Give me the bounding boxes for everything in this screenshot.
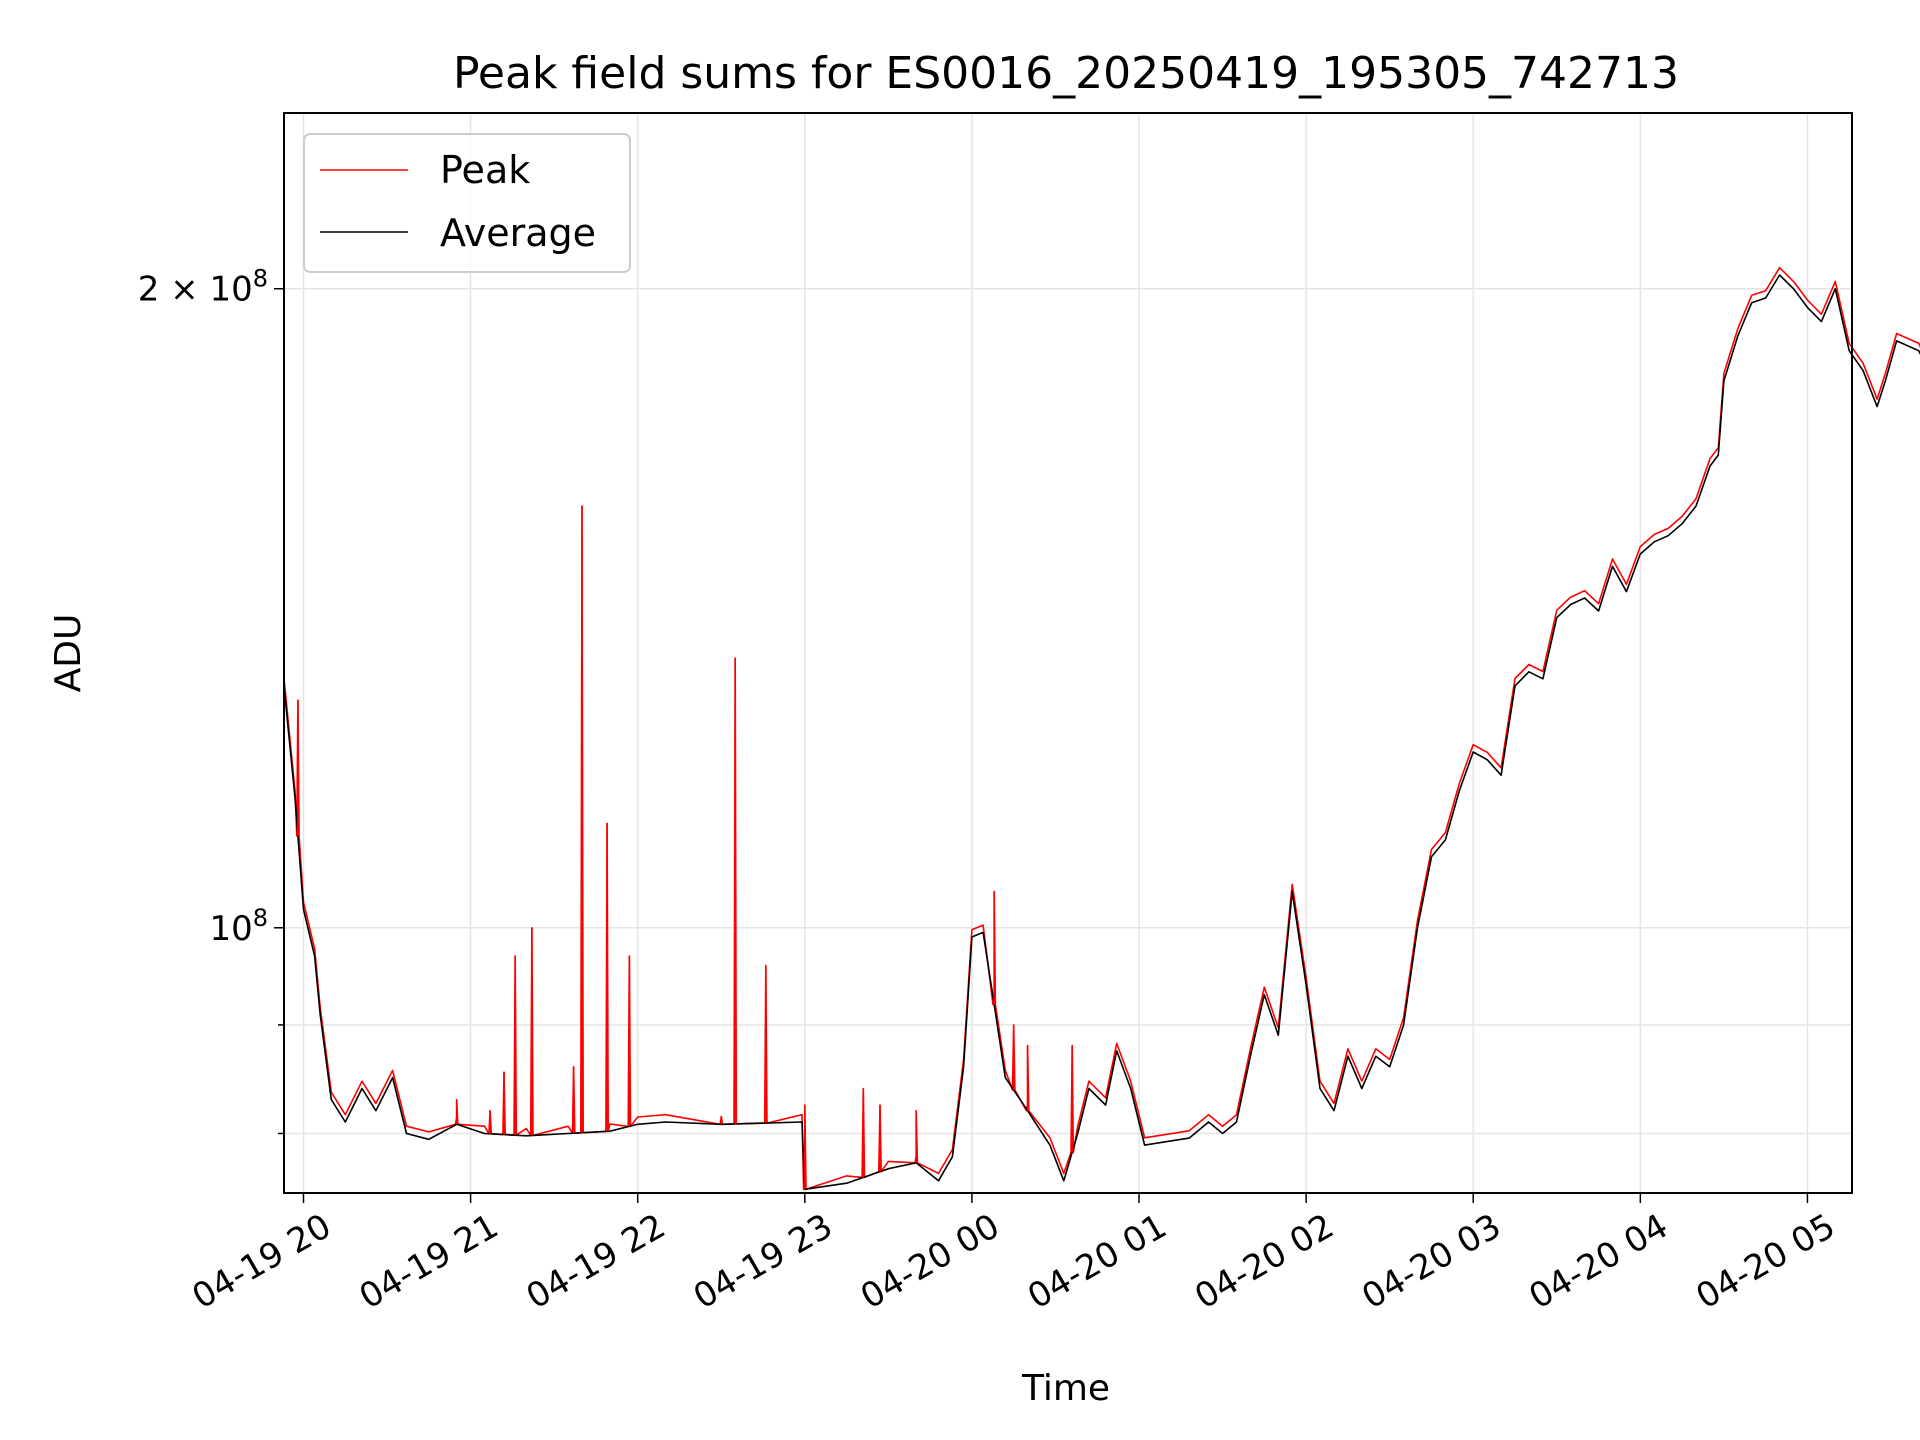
- x-tick-label: 04-20 02: [1188, 1206, 1340, 1317]
- legend: Peak Average: [303, 133, 631, 273]
- x-tick-label: 04-20 04: [1522, 1206, 1674, 1317]
- x-tick-label: 04-19 21: [353, 1206, 505, 1317]
- x-axis-label: Time: [1021, 1368, 1110, 1409]
- plot-frame: [283, 112, 1853, 1194]
- x-tick-label: 04-20 01: [1021, 1206, 1173, 1317]
- legend-label-average: Average: [440, 211, 596, 255]
- y-tick-label-base: 10: [209, 909, 252, 949]
- x-axis-ticks: 04-19 20 04-19 21 04-19 22 04-19 23 04-20 00…: [186, 1193, 1842, 1317]
- chart-title: Peak field sums for ES0016_20250419_1953…: [453, 48, 1679, 99]
- y-tick-label-exponent: 8: [253, 265, 268, 293]
- legend-label-peak: Peak: [440, 148, 530, 192]
- x-tick-label: 04-20 00: [854, 1206, 1006, 1317]
- y-tick-label: 2 × 108: [138, 265, 268, 310]
- x-tick-label: 04-20 05: [1690, 1206, 1842, 1317]
- x-tick-label: 04-19 22: [520, 1206, 672, 1317]
- y-tick-label: 108: [209, 904, 268, 949]
- x-tick-label: 04-20 03: [1355, 1206, 1507, 1317]
- x-tick-label: 04-19 20: [186, 1206, 338, 1317]
- grid: [284, 113, 1852, 1193]
- series-group: [283, 266, 1920, 1191]
- y-axis-label: ADU: [48, 614, 89, 693]
- series-line-average: [283, 274, 1920, 1191]
- legend-box: [303, 133, 631, 273]
- y-tick-label-exponent: 8: [253, 904, 268, 932]
- series-line-peak: [283, 266, 1920, 1191]
- x-tick-label: 04-19 23: [687, 1206, 839, 1317]
- y-tick-label-base: 2 × 10: [138, 270, 253, 310]
